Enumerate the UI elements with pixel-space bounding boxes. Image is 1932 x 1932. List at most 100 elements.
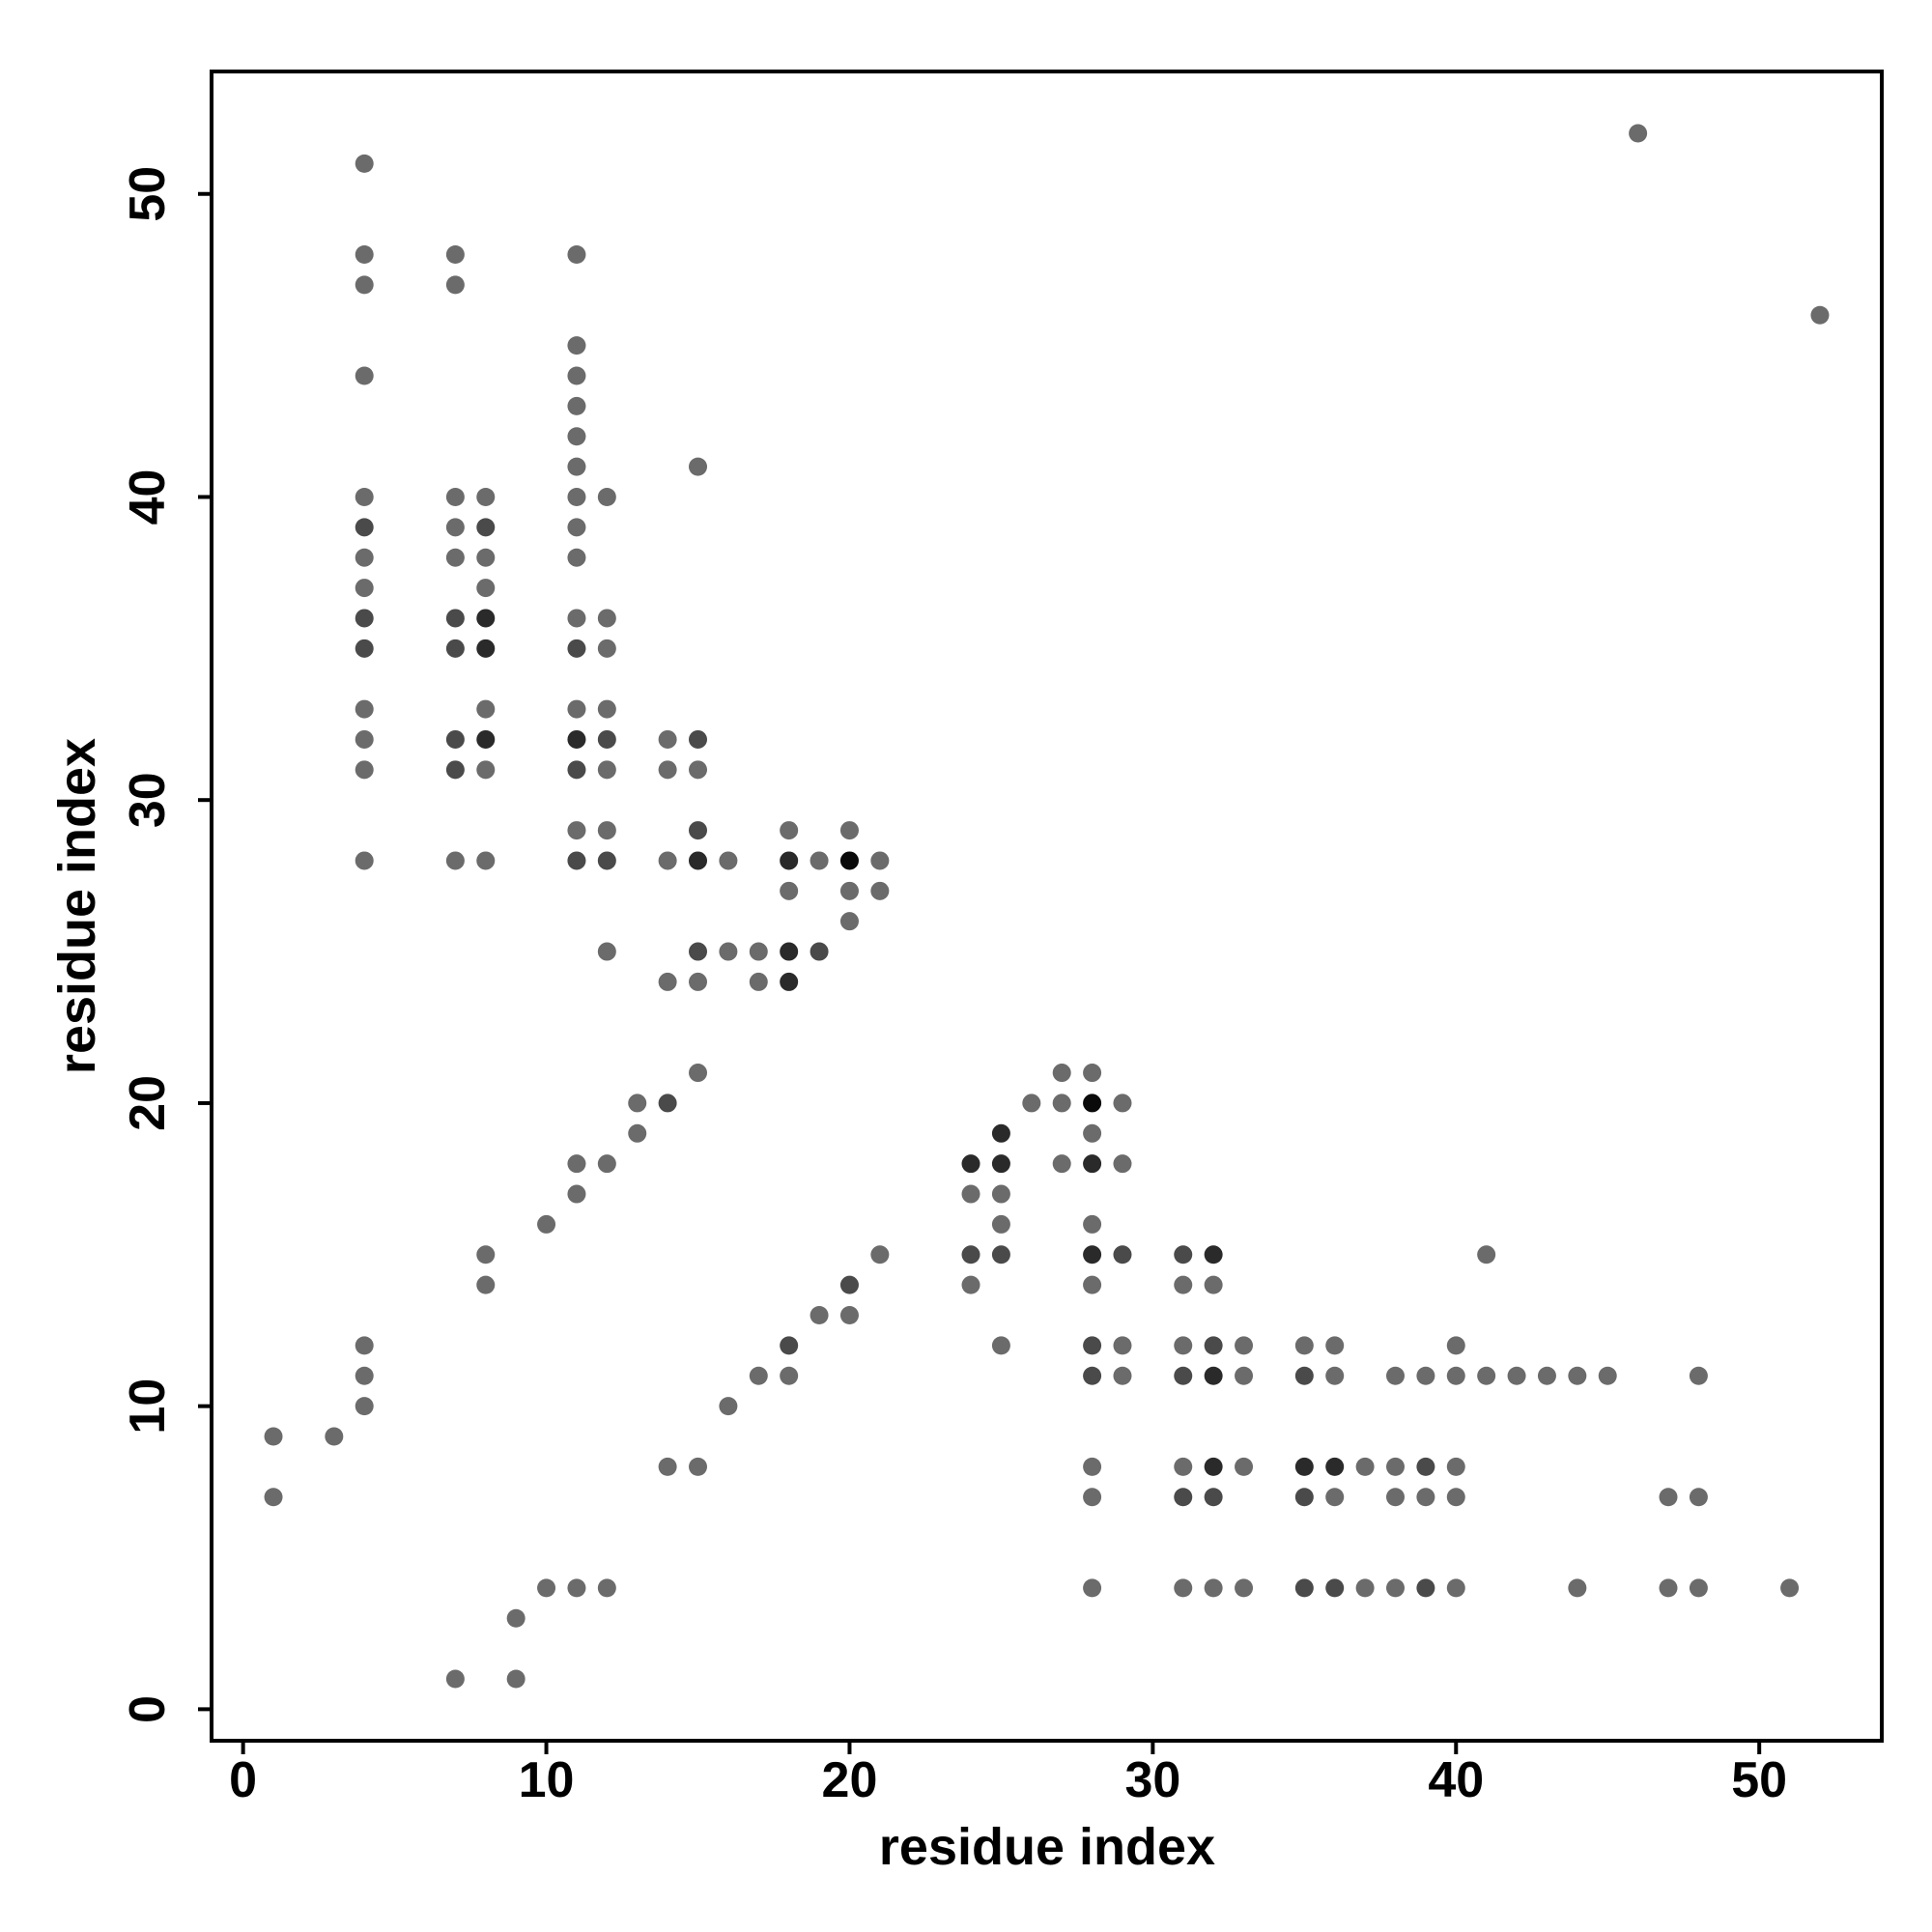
x-tick-label: 10: [519, 1752, 575, 1808]
point: [780, 1336, 799, 1355]
point: [1416, 1488, 1435, 1507]
point: [1385, 1578, 1405, 1598]
point: [567, 851, 586, 870]
point: [1689, 1488, 1708, 1507]
point: [810, 1306, 829, 1325]
point: [355, 518, 374, 537]
point: [355, 760, 374, 780]
point: [537, 1214, 556, 1234]
point: [355, 548, 374, 567]
point: [355, 639, 374, 658]
x-tick-label: 50: [1731, 1752, 1787, 1808]
point: [839, 1275, 859, 1294]
y-tick-label: 20: [120, 1075, 176, 1131]
point: [689, 1064, 708, 1083]
point: [1416, 1366, 1435, 1385]
point: [749, 1366, 768, 1385]
point: [991, 1245, 1010, 1264]
point: [1629, 124, 1648, 143]
point: [870, 881, 890, 900]
point: [1204, 1457, 1223, 1476]
point: [1325, 1488, 1345, 1507]
point: [355, 1366, 374, 1385]
point: [1083, 1154, 1102, 1174]
point: [658, 1457, 677, 1476]
point: [264, 1427, 283, 1446]
x-tick-label: 0: [229, 1752, 257, 1808]
point: [1294, 1366, 1314, 1385]
point: [567, 457, 586, 476]
point: [1235, 1336, 1254, 1355]
point: [1174, 1488, 1193, 1507]
point: [1325, 1336, 1345, 1355]
point: [1446, 1366, 1465, 1385]
point: [476, 699, 496, 719]
point: [870, 851, 890, 870]
point: [567, 1578, 586, 1598]
x-tick-label: 30: [1124, 1752, 1180, 1808]
point: [567, 427, 586, 446]
point: [689, 972, 708, 991]
point: [1294, 1578, 1314, 1598]
point: [476, 1245, 496, 1264]
point: [1325, 1457, 1345, 1476]
point: [780, 972, 799, 991]
point: [1355, 1457, 1375, 1476]
point: [476, 851, 496, 870]
point: [1689, 1578, 1708, 1598]
point: [689, 821, 708, 840]
point: [1294, 1488, 1314, 1507]
y-axis-title: residue index: [48, 738, 106, 1074]
point: [749, 942, 768, 961]
point: [1174, 1457, 1193, 1476]
point: [1204, 1245, 1223, 1264]
point: [839, 881, 859, 900]
point: [355, 729, 374, 749]
point: [567, 518, 586, 537]
point: [597, 821, 616, 840]
point: [991, 1154, 1010, 1174]
point: [1204, 1275, 1223, 1294]
point: [355, 275, 374, 295]
point: [355, 1397, 374, 1416]
point: [355, 487, 374, 506]
point: [1083, 1488, 1102, 1507]
point: [445, 760, 465, 780]
point: [1113, 1245, 1132, 1264]
point: [1204, 1336, 1223, 1355]
point: [1689, 1366, 1708, 1385]
point: [1385, 1366, 1405, 1385]
point: [1083, 1275, 1102, 1294]
point: [445, 548, 465, 567]
point: [719, 1397, 738, 1416]
point: [1022, 1094, 1041, 1113]
point: [476, 760, 496, 780]
point: [445, 729, 465, 749]
point: [780, 881, 799, 900]
point: [991, 1214, 1010, 1234]
point: [567, 609, 586, 628]
point: [1204, 1578, 1223, 1598]
point: [567, 639, 586, 658]
point: [870, 1245, 890, 1264]
point: [1780, 1578, 1800, 1598]
point: [658, 760, 677, 780]
point: [264, 1488, 283, 1507]
point: [597, 609, 616, 628]
point: [1083, 1457, 1102, 1476]
point: [1174, 1578, 1193, 1598]
point: [445, 639, 465, 658]
y-tick-label: 0: [120, 1695, 176, 1723]
point: [597, 851, 616, 870]
point: [839, 1306, 859, 1325]
point: [1174, 1275, 1193, 1294]
point: [445, 244, 465, 264]
point: [1325, 1366, 1345, 1385]
point: [597, 487, 616, 506]
point: [1325, 1578, 1345, 1598]
point: [810, 942, 829, 961]
point: [689, 760, 708, 780]
point: [991, 1123, 1010, 1143]
point: [1235, 1578, 1254, 1598]
point: [567, 1154, 586, 1174]
